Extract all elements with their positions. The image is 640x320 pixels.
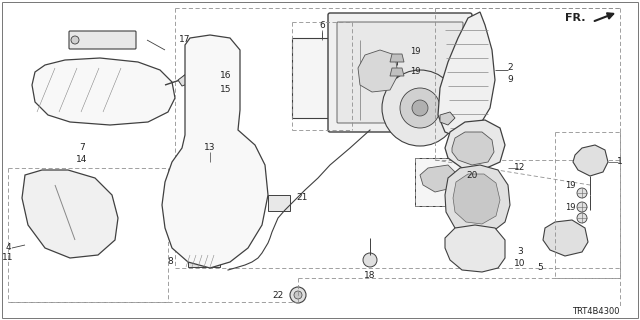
Text: 22: 22 xyxy=(273,291,284,300)
Circle shape xyxy=(400,88,440,128)
Text: 20: 20 xyxy=(467,171,477,180)
Polygon shape xyxy=(573,145,608,176)
Text: 17: 17 xyxy=(179,36,191,44)
Polygon shape xyxy=(420,165,455,192)
Text: 4: 4 xyxy=(5,244,11,252)
Text: 6: 6 xyxy=(319,20,325,29)
Text: 19: 19 xyxy=(564,180,575,189)
Polygon shape xyxy=(445,225,505,272)
Circle shape xyxy=(363,253,377,267)
Polygon shape xyxy=(390,54,404,62)
Circle shape xyxy=(577,188,587,198)
Text: 7: 7 xyxy=(79,143,85,153)
Text: 9: 9 xyxy=(507,76,513,84)
Polygon shape xyxy=(22,170,118,258)
Text: 3: 3 xyxy=(517,247,523,257)
Bar xyxy=(268,195,290,211)
Polygon shape xyxy=(358,50,398,92)
Text: TRT4B4300: TRT4B4300 xyxy=(573,308,620,316)
Text: 19: 19 xyxy=(410,68,420,76)
Polygon shape xyxy=(440,112,455,125)
Text: 15: 15 xyxy=(220,85,232,94)
Polygon shape xyxy=(445,120,505,170)
Text: 5: 5 xyxy=(537,263,543,273)
Polygon shape xyxy=(445,165,510,235)
Polygon shape xyxy=(452,132,494,165)
Text: 21: 21 xyxy=(296,194,308,203)
Text: 12: 12 xyxy=(515,164,525,172)
Circle shape xyxy=(412,100,428,116)
Polygon shape xyxy=(32,58,175,125)
Polygon shape xyxy=(453,174,500,224)
Circle shape xyxy=(577,202,587,212)
Text: 19: 19 xyxy=(564,203,575,212)
Circle shape xyxy=(382,70,458,146)
Text: 10: 10 xyxy=(515,259,525,268)
Text: 18: 18 xyxy=(364,270,376,279)
Text: 19: 19 xyxy=(410,47,420,57)
Polygon shape xyxy=(543,220,588,256)
Bar xyxy=(292,38,352,118)
Polygon shape xyxy=(390,68,404,76)
FancyBboxPatch shape xyxy=(415,158,480,206)
FancyBboxPatch shape xyxy=(337,22,463,123)
Polygon shape xyxy=(162,35,268,268)
FancyBboxPatch shape xyxy=(69,31,136,49)
Bar xyxy=(188,255,220,267)
Circle shape xyxy=(71,36,79,44)
Text: 13: 13 xyxy=(204,143,216,153)
Circle shape xyxy=(294,291,302,299)
Text: 2: 2 xyxy=(507,63,513,73)
Text: 14: 14 xyxy=(76,156,88,164)
Text: 1: 1 xyxy=(617,157,623,166)
Text: 11: 11 xyxy=(3,253,13,262)
Polygon shape xyxy=(438,12,495,138)
Text: 8: 8 xyxy=(167,258,173,267)
Text: 16: 16 xyxy=(220,70,232,79)
Circle shape xyxy=(290,287,306,303)
FancyBboxPatch shape xyxy=(328,13,472,132)
Text: FR.: FR. xyxy=(564,13,585,23)
Polygon shape xyxy=(178,74,192,86)
Circle shape xyxy=(577,213,587,223)
